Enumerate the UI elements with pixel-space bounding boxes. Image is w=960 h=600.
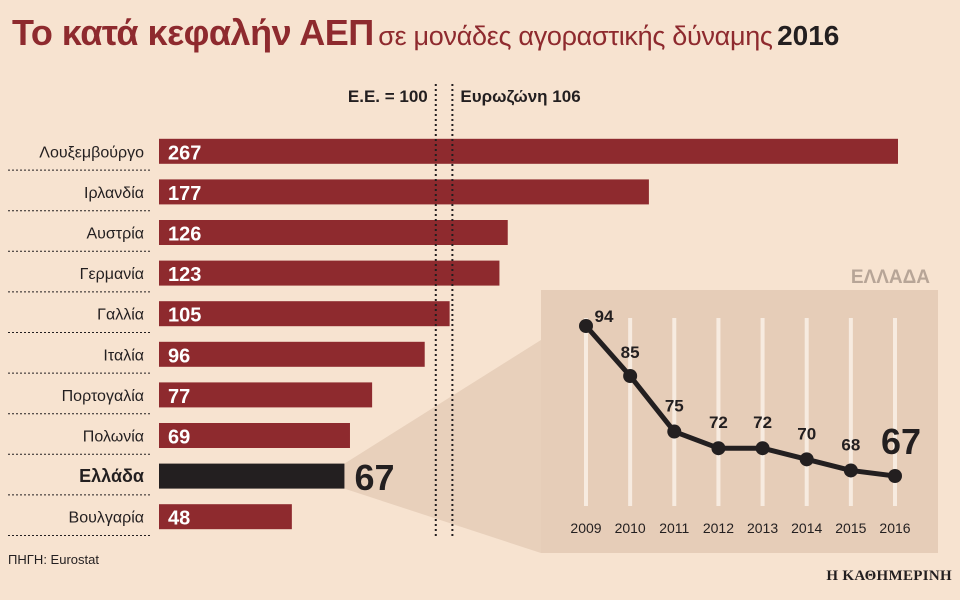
bar-value-label: 177 [168,183,201,205]
inset-x-tick: 2009 [570,520,601,536]
inset-point-label: 94 [595,307,614,326]
category-label: Αυστρία [86,226,144,243]
publisher-logo: Η ΚΑΘΗΜΕΡΙΝΗ [826,568,952,584]
bar-highlight [159,463,345,489]
inset-chart: ΕΛΛΑΔΑ 2009 2010 2011 2012 2013 2014 2015 2016 94… [344,267,938,553]
inset-x-tick: 2012 [703,520,734,536]
bar [159,341,425,367]
source-note: ΠΗΓΗ: Eurostat [8,552,99,567]
bar [159,138,898,164]
reference-label: Ευρωζώνη 106 [460,87,580,106]
bar-value-label: 77 [168,386,190,408]
bar-value-label: 126 [168,224,201,246]
bar [159,260,500,286]
bar-value-label: 123 [168,264,201,286]
inset-point-label: 68 [841,435,860,454]
inset-x-tick: 2013 [747,520,778,536]
inset-point-label: 72 [709,413,728,432]
bar [159,504,292,530]
category-label: Γαλλία [97,307,144,324]
category-label: Βουλγαρία [69,510,144,527]
inset-point-label: 72 [753,413,772,432]
bar-value-label: 67 [354,457,394,498]
inset-point-label: 75 [665,397,684,416]
reference-lines: Ε.Ε. = 100 Ευρωζώνη 106 [348,84,581,538]
inset-x-tick: 2014 [791,520,822,536]
bar-value-label: 105 [168,305,201,327]
bar-value-label: 69 [168,427,190,449]
category-label: Πολωνία [83,429,144,446]
bar [159,423,350,448]
inset-x-tick: 2011 [659,520,689,536]
inset-point [711,441,726,456]
inset-x-tick: 2015 [835,520,866,536]
bar [159,179,649,205]
title-subtitle: σε μονάδες αγοραστικής δύναμης [378,21,773,51]
bar [159,301,450,327]
title-main: Το κατά κεφαλήν ΑΕΠ [12,12,374,53]
inset-point-label: 67 [881,421,921,462]
bar [159,220,508,245]
inset-x-tick: 2016 [879,520,910,536]
chart-title: Το κατά κεφαλήν ΑΕΠ σε μονάδες αγοραστικ… [12,12,839,62]
title-year: 2016 [777,20,840,51]
inset-x-tick: 2010 [615,520,646,536]
category-label: Πορτογαλία [62,388,144,405]
category-label: Γερμανία [80,266,144,283]
inset-connector [344,340,541,553]
reference-label: Ε.Ε. = 100 [348,87,428,106]
bar-value-label: 267 [168,142,201,164]
inset-panel [541,290,938,553]
inset-point [755,441,770,456]
category-label: Λουξεμβούργο [39,144,144,161]
inset-point [623,369,638,383]
bar-value-label: 96 [168,345,190,367]
inset-point [667,424,682,439]
bar-value-label: 48 [168,508,190,530]
inset-series-line [584,324,896,479]
inset-point-label: 85 [621,343,640,362]
inset-title: ΕΛΛΑΔΑ [851,267,930,288]
inset-point [579,319,593,333]
inset-point [843,463,858,478]
bar [159,382,373,408]
inset-point [888,469,902,483]
bar-chart: Λουξεμβούργο 267 Ιρλανδία 177 Αυστρία 126 Γερμ… [8,138,898,536]
category-label: Ιρλανδία [84,185,144,202]
inset-point [799,452,814,467]
inset-point-label: 70 [797,424,816,443]
category-label: Ελλάδα [79,466,144,486]
category-label: Ιταλία [103,347,144,364]
